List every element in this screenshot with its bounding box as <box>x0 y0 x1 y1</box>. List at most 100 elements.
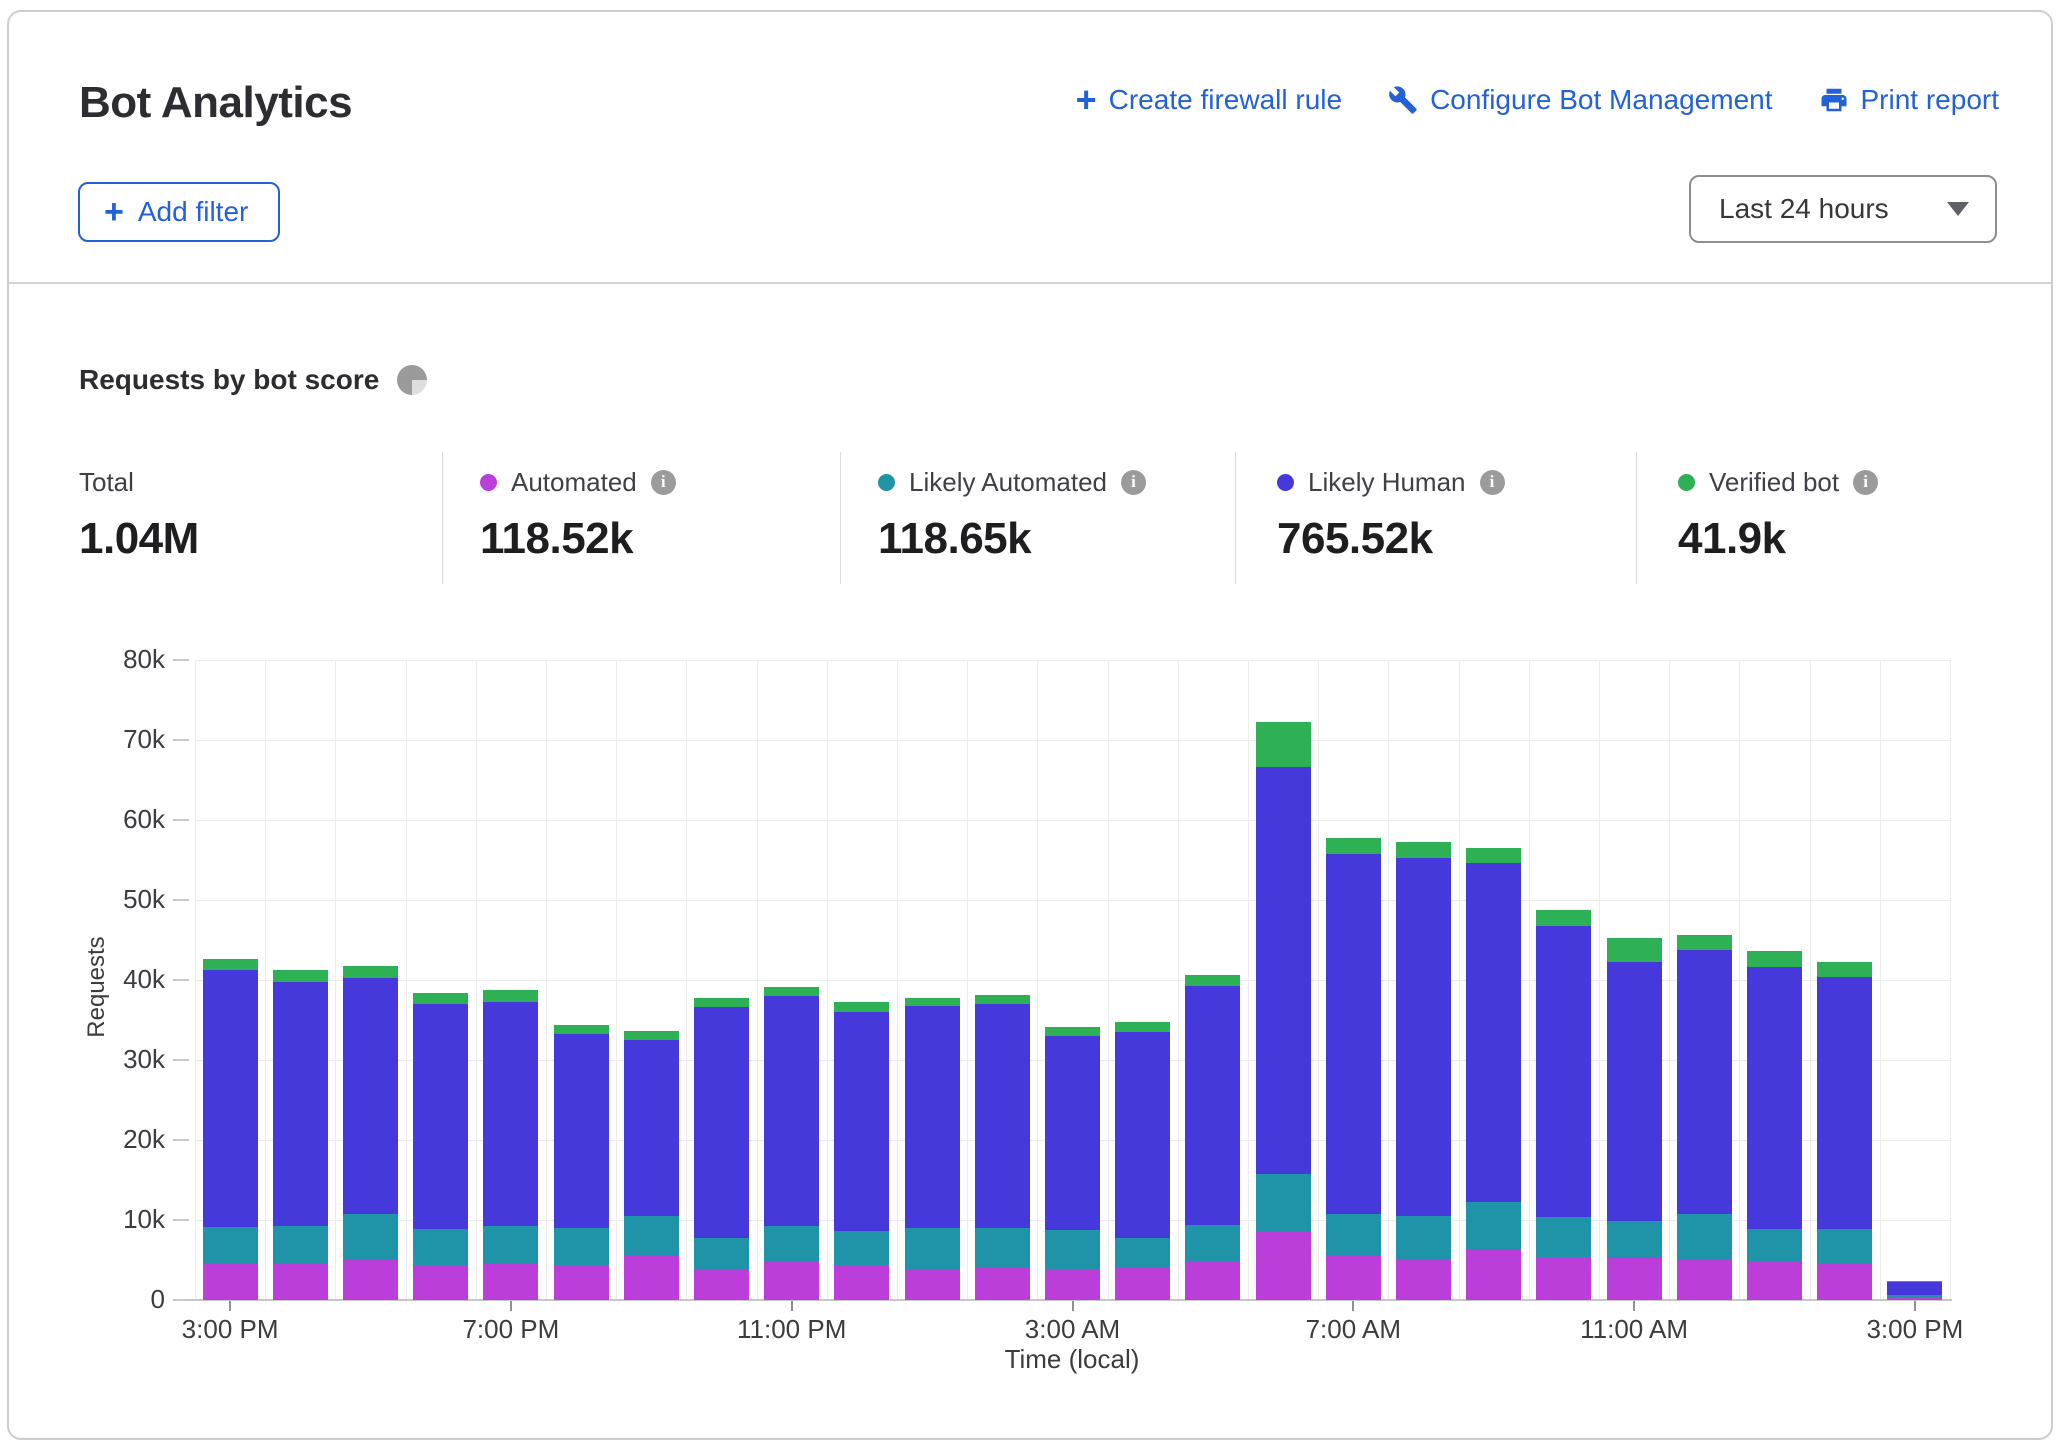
y-tick <box>173 739 189 741</box>
y-axis-label: 80k <box>123 644 165 674</box>
info-icon[interactable]: i <box>650 469 676 495</box>
bar-5-00-am[interactable] <box>1185 975 1241 1300</box>
y-tick <box>173 1059 189 1061</box>
x-tick <box>509 1301 512 1311</box>
y-axis-label: 10k <box>123 1204 165 1234</box>
x-axis-label: 11:00 AM <box>1580 1314 1689 1344</box>
bar-segment-likely-automated <box>1887 1295 1943 1298</box>
bar-segment-likely-automated <box>202 1227 258 1264</box>
plus-icon: + <box>104 193 124 231</box>
info-icon[interactable]: i <box>1853 469 1879 495</box>
bar-segment-likely-automated <box>1536 1216 1592 1257</box>
bar-1-00-pm[interactable] <box>1747 951 1802 1300</box>
time-range-select[interactable]: Last 24 hours <box>1689 175 1997 243</box>
bar-segment-likely-human <box>694 1007 749 1238</box>
bar-segment-verified-bot <box>343 966 398 979</box>
printer-icon <box>1819 85 1849 115</box>
bar-segment-likely-automated <box>1045 1229 1100 1269</box>
stat-automated-value: 118.52k <box>480 514 634 563</box>
stat-divider <box>1235 452 1236 584</box>
bar-1-00-am[interactable] <box>904 997 960 1300</box>
bar-segment-likely-human <box>1606 961 1662 1221</box>
x-gridline <box>1879 660 1881 1300</box>
x-gridline <box>967 660 969 1300</box>
bar-3-00-pm[interactable] <box>202 959 258 1300</box>
configure-bot-management-label: Configure Bot Management <box>1430 84 1773 115</box>
bar-segment-verified-bot <box>834 1002 890 1013</box>
bar-segment-automated <box>1536 1256 1592 1300</box>
bar-segment-likely-automated <box>553 1228 609 1265</box>
time-range-value: Last 24 hours <box>1719 193 1889 224</box>
bar-segment-likely-human <box>272 981 328 1227</box>
bar-segment-verified-bot <box>1747 951 1802 968</box>
stat-divider <box>442 452 443 584</box>
x-gridline <box>1528 660 1530 1300</box>
bar-12-00-pm[interactable] <box>1676 935 1732 1300</box>
bar-6-00-pm[interactable] <box>413 992 469 1300</box>
info-icon[interactable]: i <box>1479 469 1505 495</box>
bar-9-00-pm[interactable] <box>623 1031 679 1300</box>
print-report-link[interactable]: Print report <box>1819 84 2000 116</box>
bar-segment-automated <box>272 1263 328 1300</box>
bar-segment-likely-automated <box>694 1237 749 1270</box>
add-filter-button[interactable]: + Add filter <box>78 182 281 242</box>
bar-2-00-pm[interactable] <box>1817 962 1873 1300</box>
likely-automated-legend-dot <box>878 473 895 491</box>
bar-9-00-am[interactable] <box>1466 848 1522 1300</box>
bar-7-00-pm[interactable] <box>483 990 539 1300</box>
x-gridline <box>1177 660 1179 1300</box>
bar-3-00-am[interactable] <box>1045 1027 1100 1300</box>
x-gridline <box>1458 660 1460 1300</box>
bar-6-00-am[interactable] <box>1255 721 1311 1300</box>
x-gridline <box>1739 660 1741 1300</box>
x-axis-label: 3:00 PM <box>1866 1314 1964 1344</box>
x-gridline <box>335 660 337 1300</box>
bar-4-00-am[interactable] <box>1115 1021 1171 1300</box>
bar-segment-verified-bot <box>1255 721 1311 768</box>
bar-segment-likely-automated <box>974 1228 1030 1268</box>
bar-segment-verified-bot <box>623 1031 679 1040</box>
bar-segment-likely-human <box>1185 986 1241 1225</box>
bar-10-00-pm[interactable] <box>694 998 749 1300</box>
bar-11-00-pm[interactable] <box>764 987 820 1300</box>
stat-verified-bot: Verified bot i 41.9k <box>1678 452 2038 564</box>
bar-12-00-am[interactable] <box>834 1002 890 1300</box>
section-title: Requests by bot score <box>79 364 380 395</box>
bar-segment-automated <box>1676 1260 1732 1300</box>
bar-4-00-pm[interactable] <box>272 970 328 1300</box>
chevron-down-icon <box>1947 202 1969 216</box>
bar-segment-automated <box>1396 1260 1451 1300</box>
bar-segment-automated <box>904 1269 960 1300</box>
x-gridline <box>546 660 547 1300</box>
create-firewall-rule-link[interactable]: + Create firewall rule <box>1076 82 1343 118</box>
stat-verified-bot-label: Verified bot <box>1709 466 1840 497</box>
bar-segment-likely-human <box>1396 857 1451 1216</box>
bar-segment-verified-bot <box>1325 838 1381 854</box>
y-gridline <box>195 980 1950 981</box>
bar-7-00-am[interactable] <box>1325 838 1381 1300</box>
configure-bot-management-link[interactable]: Configure Bot Management <box>1388 84 1773 116</box>
bar-segment-verified-bot <box>904 997 960 1006</box>
stat-total-value: 1.04M <box>79 514 199 563</box>
bar-segment-likely-human <box>1676 949 1732 1215</box>
bar-8-00-am[interactable] <box>1396 842 1451 1300</box>
x-tick <box>1633 1301 1636 1311</box>
bar-11-00-am[interactable] <box>1606 937 1662 1300</box>
print-report-label: Print report <box>1860 84 2000 115</box>
bar-2-00-am[interactable] <box>974 995 1030 1300</box>
x-axis-label: 3:00 AM <box>1024 1314 1121 1344</box>
likely-human-legend-dot <box>1277 473 1294 491</box>
verified-bot-legend-dot <box>1678 473 1695 491</box>
bar-3-00-pm[interactable] <box>1887 1280 1943 1300</box>
bar-8-00-pm[interactable] <box>553 1024 609 1300</box>
bar-segment-likely-human <box>1887 1281 1943 1296</box>
y-gridline <box>195 660 1950 661</box>
bar-segment-likely-automated <box>413 1228 469 1265</box>
create-firewall-rule-label: Create firewall rule <box>1108 84 1343 115</box>
bar-segment-verified-bot <box>1887 1280 1943 1282</box>
bar-segment-likely-human <box>1466 863 1522 1203</box>
bar-5-00-pm[interactable] <box>343 966 398 1300</box>
info-icon[interactable]: i <box>1121 469 1147 495</box>
bar-segment-verified-bot <box>413 992 469 1005</box>
bar-10-00-am[interactable] <box>1536 910 1592 1300</box>
